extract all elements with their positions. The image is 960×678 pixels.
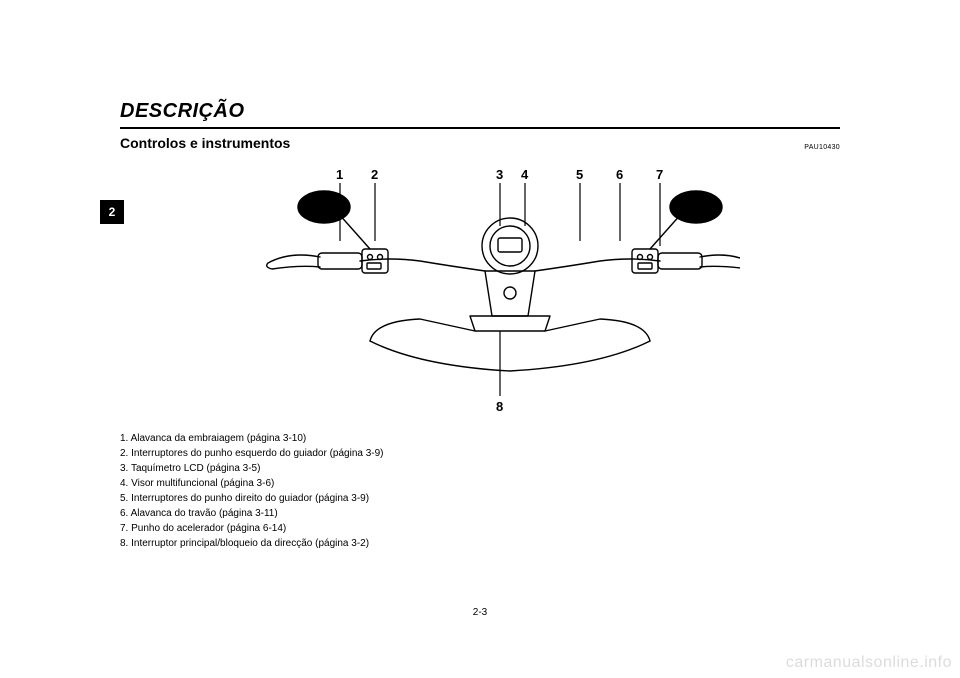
handlebar-diagram: 1 2 3 4 5 6 7 8 [220, 171, 740, 421]
chapter-tab: 2 [100, 200, 124, 224]
callout-1: 1 [336, 167, 343, 182]
callout-7: 7 [656, 167, 663, 182]
page-number: 2-3 [0, 607, 960, 618]
manual-page: DESCRIÇÃO Controlos e instrumentos PAU10… [0, 0, 960, 678]
legend-item: 8. Interruptor principal/bloqueio da dir… [120, 536, 840, 551]
watermark: carmanualsonline.info [786, 654, 952, 672]
callout-4: 4 [521, 167, 528, 182]
legend-item: 2. Interruptores do punho esquerdo do gu… [120, 446, 840, 461]
handlebar-svg [220, 171, 740, 421]
subtitle-row: Controlos e instrumentos PAU10430 [120, 135, 840, 151]
doc-reference: PAU10430 [804, 144, 840, 151]
callout-6: 6 [616, 167, 623, 182]
legend-item: 5. Interruptores do punho direito do gui… [120, 491, 840, 506]
legend-item: 7. Punho do acelerador (página 6-14) [120, 521, 840, 536]
callout-3: 3 [496, 167, 503, 182]
legend-item: 6. Alavanca do travão (página 3-11) [120, 506, 840, 521]
callout-2: 2 [371, 167, 378, 182]
subtitle: Controlos e instrumentos [120, 135, 290, 151]
callout-5: 5 [576, 167, 583, 182]
legend-item: 1. Alavanca da embraiagem (página 3-10) [120, 431, 840, 446]
legend-item: 3. Taquímetro LCD (página 3-5) [120, 461, 840, 476]
section-title: DESCRIÇÃO [120, 100, 245, 123]
legend: 1. Alavanca da embraiagem (página 3-10) … [120, 431, 840, 551]
callout-8: 8 [496, 399, 503, 414]
header-rule: DESCRIÇÃO [120, 100, 840, 129]
legend-item: 4. Visor multifuncional (página 3-6) [120, 476, 840, 491]
